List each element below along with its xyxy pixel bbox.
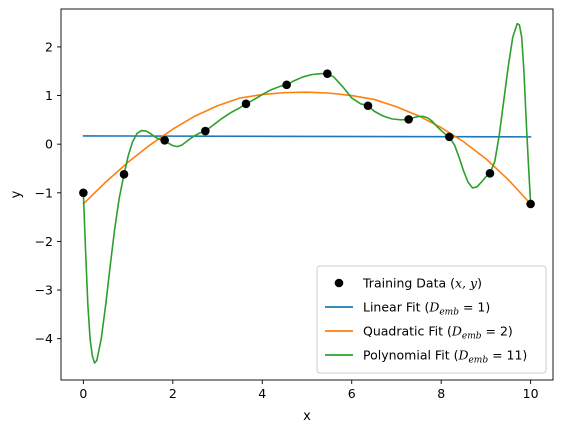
x-tick-label: 0: [79, 386, 87, 401]
x-tick-label: 6: [348, 386, 356, 401]
axes-frame: [60, 8, 554, 381]
y-tick-label: 0: [45, 137, 53, 152]
series-line-2: [82, 91, 532, 205]
data-point: [119, 170, 129, 179]
legend-marker: [334, 278, 344, 288]
x-tick-label: 4: [258, 386, 266, 401]
y-axis-label: y: [9, 190, 24, 198]
data-point: [201, 126, 210, 136]
legend-entry-label: Quadratic Fit (Demb = 2): [363, 324, 513, 342]
legend: Training Data (x, y) Linear Fit (Demb = 1…: [316, 265, 547, 374]
data-point: [445, 132, 454, 142]
axes: 0 2 4 6 8 10 −4 −3 −2 −1 0 1 2 x y: [9, 8, 554, 424]
plot-area: [79, 22, 535, 364]
data-point: [323, 69, 332, 78]
data-point: [404, 115, 413, 124]
data-point: [363, 101, 373, 111]
x-tick-label: 2: [169, 386, 177, 401]
y-tick-label: 2: [45, 39, 53, 54]
y-tick-label: −2: [35, 234, 53, 249]
x-tick-label: 8: [437, 386, 445, 401]
legend-entry-label: Training Data (x, y): [362, 276, 482, 291]
x-axis-label: x: [303, 409, 311, 424]
data-point: [241, 99, 251, 109]
data-point: [526, 199, 535, 209]
legend-entry-label: Polynomial Fit (Demb = 11): [363, 348, 527, 366]
y-tick-label: 1: [45, 88, 53, 103]
y-tick-label: −1: [35, 185, 53, 200]
y-tick-label: −4: [35, 331, 53, 346]
data-point: [160, 135, 169, 145]
legend-box: [316, 265, 547, 374]
x-tick-label: 10: [523, 386, 539, 401]
data-point: [79, 188, 88, 198]
legend-entry-label: Linear Fit (Demb = 1): [363, 300, 490, 318]
data-point: [282, 80, 291, 90]
data-point: [485, 169, 495, 178]
series-line-1: [82, 135, 532, 138]
series-line-3: [82, 22, 532, 364]
y-tick-label: −3: [35, 283, 53, 298]
